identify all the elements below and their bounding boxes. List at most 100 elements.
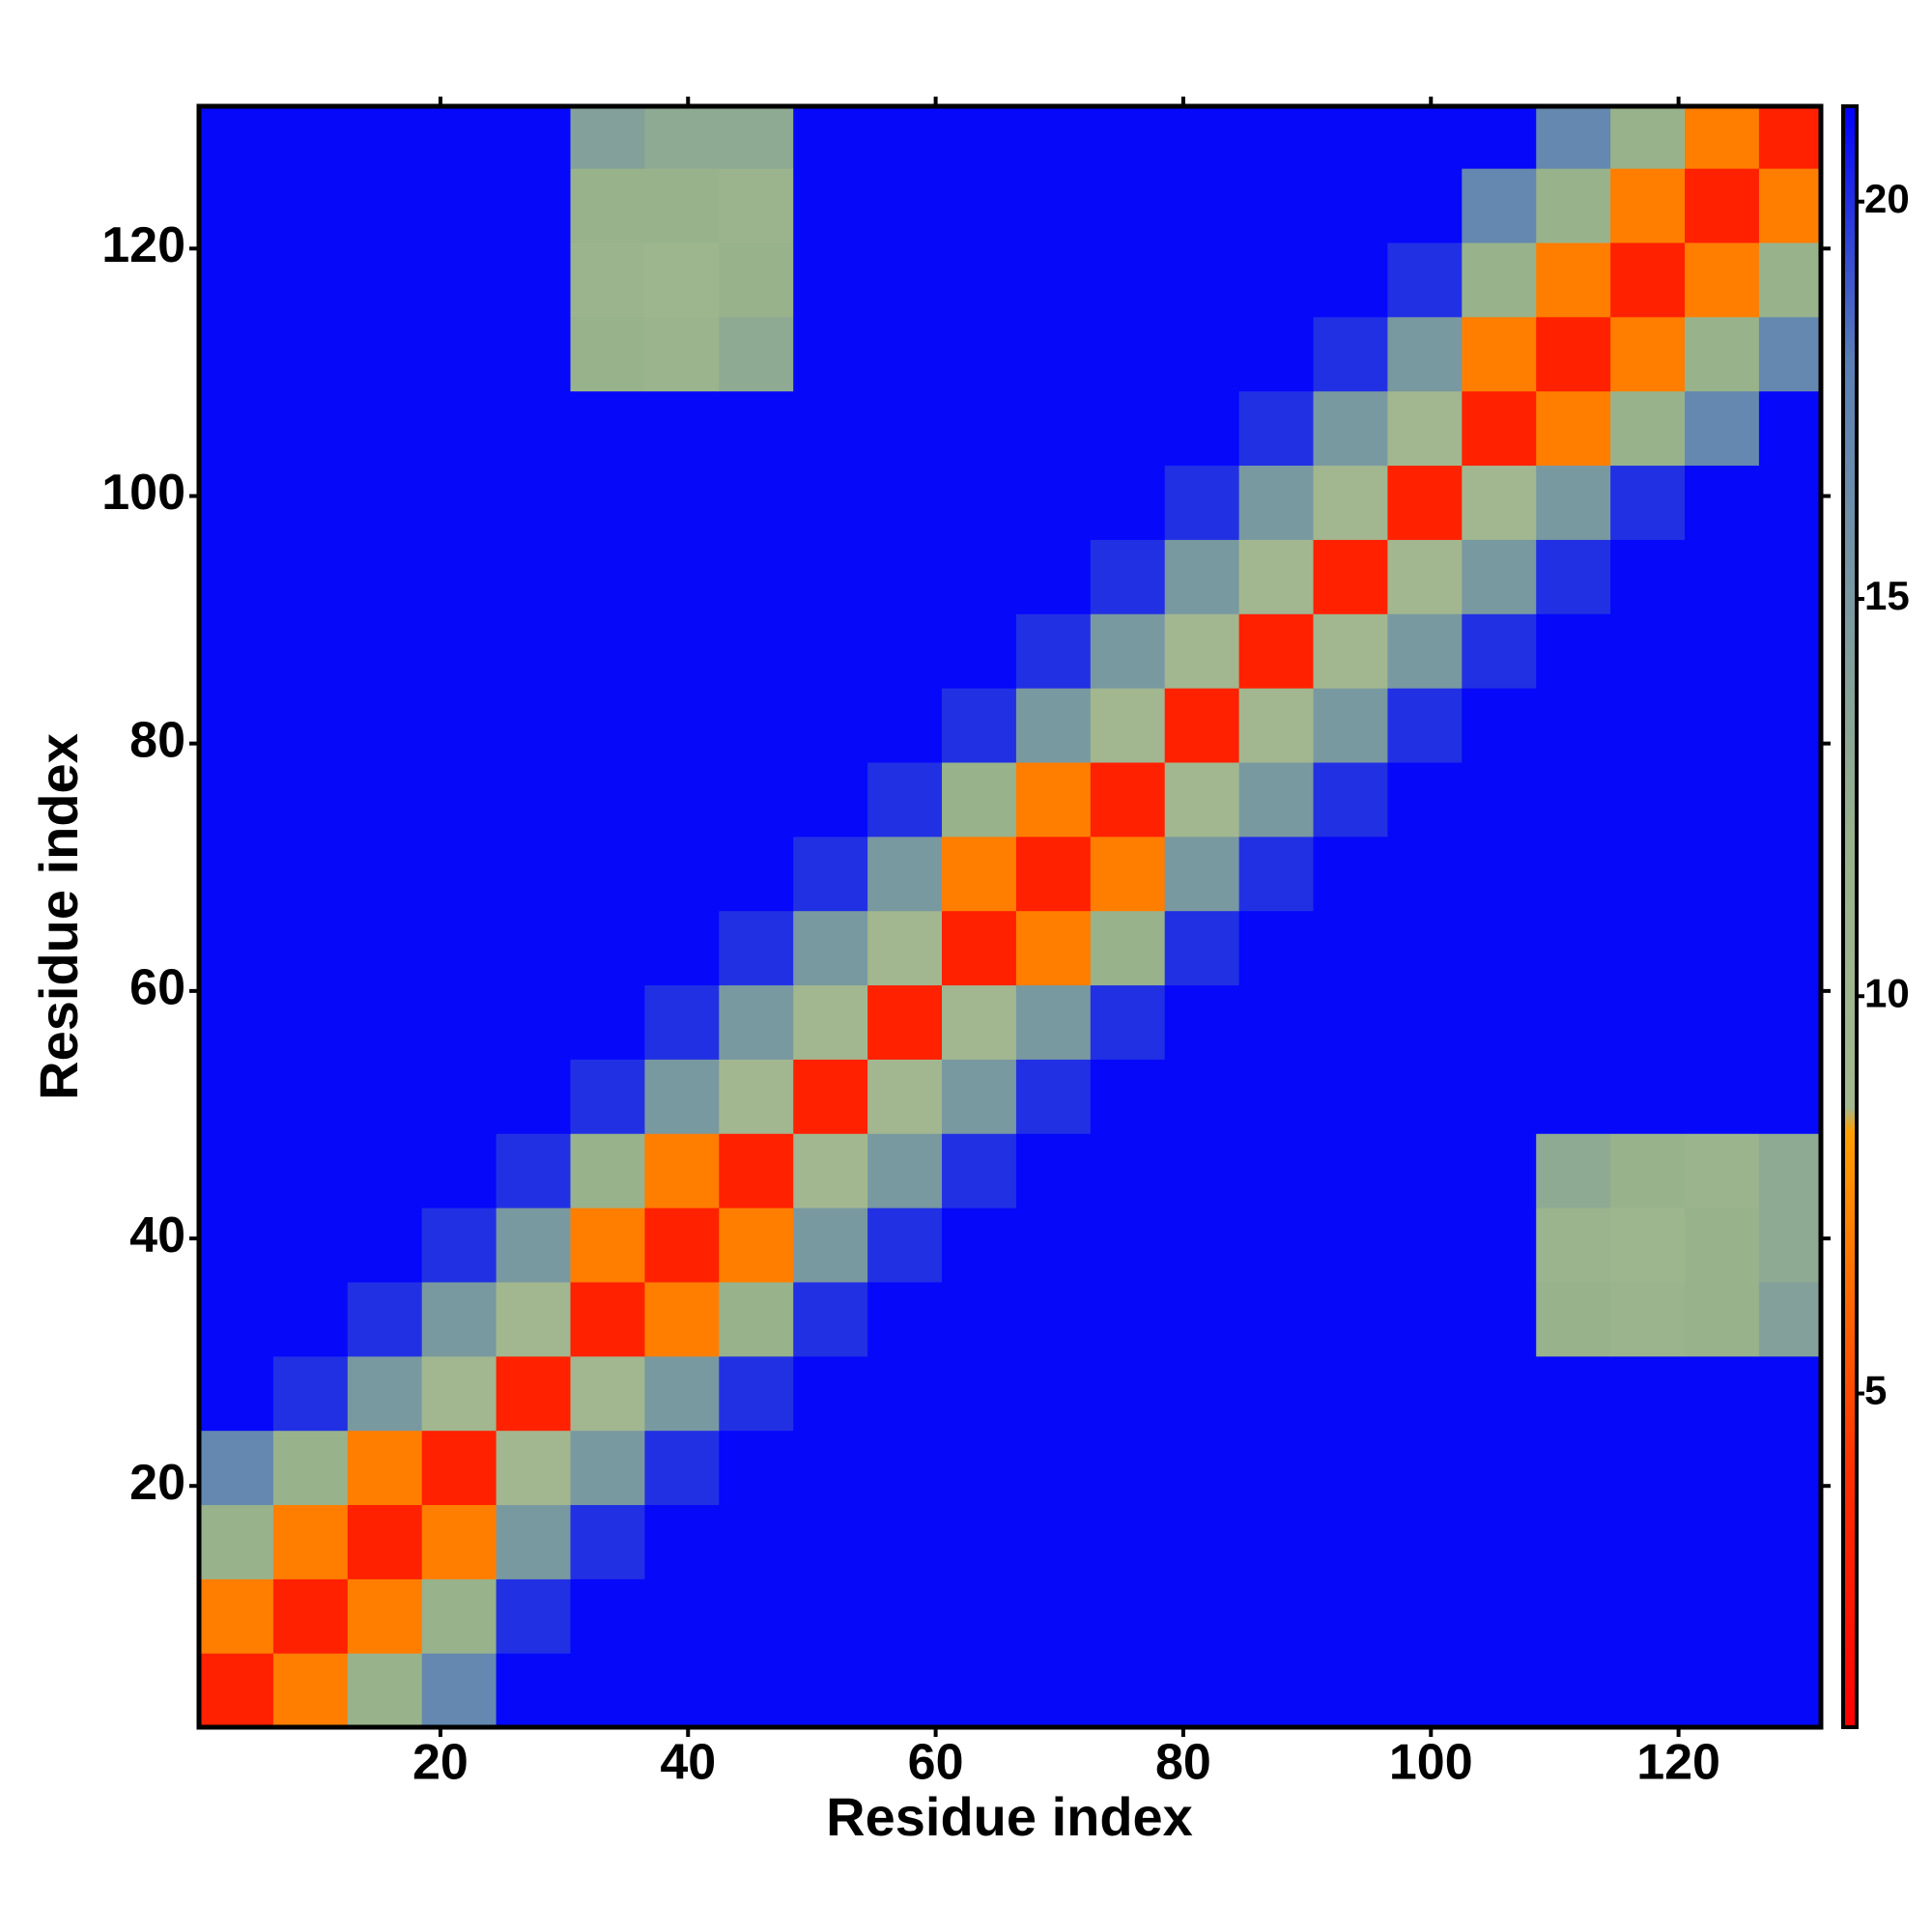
heatmap-cell bbox=[1536, 242, 1611, 318]
heatmap-cell bbox=[1536, 761, 1611, 838]
heatmap-cell bbox=[1015, 1281, 1092, 1357]
heatmap-cell bbox=[1090, 242, 1166, 318]
heatmap-cell bbox=[644, 1430, 720, 1506]
heatmap-cell bbox=[1015, 984, 1092, 1060]
heatmap-cell bbox=[1090, 910, 1166, 986]
heatmap-cell bbox=[421, 242, 497, 318]
heatmap-cell bbox=[867, 761, 943, 838]
heatmap-cell bbox=[347, 390, 423, 467]
heatmap-cell bbox=[1758, 1133, 1822, 1208]
heatmap-cell bbox=[1090, 1133, 1166, 1208]
heatmap-cell bbox=[1238, 1504, 1315, 1579]
heatmap-cell bbox=[644, 390, 720, 467]
heatmap-cell bbox=[347, 316, 423, 392]
heatmap-cell bbox=[496, 910, 572, 986]
heatmap-cell bbox=[1164, 613, 1240, 689]
heatmap-cell bbox=[1015, 1355, 1092, 1432]
heatmap-cell bbox=[1387, 390, 1463, 467]
heatmap-cell bbox=[1462, 242, 1537, 318]
heatmap-cell bbox=[1313, 1653, 1389, 1728]
heatmap-cell bbox=[199, 688, 274, 763]
heatmap-cell bbox=[793, 242, 868, 318]
heatmap-cell bbox=[421, 1281, 497, 1357]
heatmap-cell bbox=[942, 316, 1017, 392]
heatmap-cell bbox=[1685, 1281, 1760, 1357]
heatmap-cell bbox=[1536, 1430, 1611, 1506]
heatmap-cell bbox=[1090, 688, 1166, 763]
heatmap-cell bbox=[1387, 1059, 1463, 1134]
heatmap-cell bbox=[719, 106, 794, 169]
heatmap-cell bbox=[1313, 1578, 1389, 1654]
heatmap-cell bbox=[1758, 984, 1822, 1060]
heatmap-cell bbox=[199, 1578, 274, 1654]
heatmap-cell bbox=[719, 688, 794, 763]
heatmap-cell bbox=[570, 984, 646, 1060]
heatmap-cell bbox=[1238, 539, 1315, 614]
heatmap-cell bbox=[272, 242, 349, 318]
heatmap-cell bbox=[644, 539, 720, 614]
heatmap-cell bbox=[496, 1653, 572, 1728]
heatmap-cell bbox=[1164, 836, 1240, 912]
heatmap-cell bbox=[1387, 1578, 1463, 1654]
heatmap-cell bbox=[719, 1281, 794, 1357]
heatmap-cell bbox=[1610, 539, 1686, 614]
heatmap-cell bbox=[1238, 613, 1315, 689]
heatmap-cell bbox=[942, 168, 1017, 243]
heatmap-cell bbox=[1610, 1208, 1686, 1283]
heatmap-cell bbox=[1685, 613, 1760, 689]
heatmap-cell bbox=[1090, 613, 1166, 689]
heatmap-cell bbox=[1462, 688, 1537, 763]
heatmap-cell bbox=[421, 984, 497, 1060]
heatmap-cell bbox=[793, 1578, 868, 1654]
heatmap-cell bbox=[1313, 106, 1389, 169]
heatmap-cell bbox=[272, 390, 349, 467]
heatmap-cell bbox=[793, 688, 868, 763]
heatmap-cell bbox=[199, 1504, 274, 1579]
heatmap-cell bbox=[1462, 316, 1537, 392]
heatmap-cell bbox=[1164, 539, 1240, 614]
heatmap-cell bbox=[199, 613, 274, 689]
heatmap-cell bbox=[793, 984, 868, 1060]
heatmap-cell bbox=[1610, 761, 1686, 838]
heatmap-cell bbox=[570, 761, 646, 838]
heatmap-cell bbox=[347, 1355, 423, 1432]
heatmap-cell bbox=[1238, 836, 1315, 912]
heatmap-cell bbox=[1758, 613, 1822, 689]
heatmap-cell bbox=[1238, 465, 1315, 540]
heatmap-cell bbox=[1685, 910, 1760, 986]
heatmap-cell bbox=[496, 836, 572, 912]
heatmap-cell bbox=[942, 539, 1017, 614]
heatmap-cell bbox=[272, 910, 349, 986]
heatmap-cell bbox=[421, 836, 497, 912]
heatmap-cell bbox=[942, 1133, 1017, 1208]
heatmap-cell bbox=[570, 1208, 646, 1283]
heatmap-cell bbox=[199, 836, 274, 912]
heatmap-cell bbox=[1015, 539, 1092, 614]
heatmap-cell bbox=[1462, 1578, 1537, 1654]
heatmap-cell bbox=[496, 390, 572, 467]
heatmap-cell bbox=[1462, 1355, 1537, 1432]
heatmap-cell bbox=[867, 836, 943, 912]
heatmap-cell bbox=[1610, 316, 1686, 392]
heatmap-cell bbox=[347, 168, 423, 243]
heatmap-cell bbox=[421, 1653, 497, 1728]
x-tick-label: 60 bbox=[908, 1735, 964, 1791]
heatmap-cell bbox=[1015, 168, 1092, 243]
heatmap-cell bbox=[1610, 1355, 1686, 1432]
heatmap-cell bbox=[1387, 984, 1463, 1060]
heatmap-cell bbox=[1758, 1578, 1822, 1654]
heatmap-cell bbox=[1238, 761, 1315, 838]
heatmap-cell bbox=[1090, 761, 1166, 838]
heatmap-cell bbox=[644, 316, 720, 392]
heatmap-cell bbox=[644, 1653, 720, 1728]
heatmap-cell bbox=[1015, 1504, 1092, 1579]
colorbar-tick-label: 20 bbox=[1864, 176, 1910, 221]
heatmap-cell bbox=[496, 539, 572, 614]
heatmap-cell bbox=[1685, 1504, 1760, 1579]
heatmap-cell bbox=[1387, 688, 1463, 763]
heatmap-cell bbox=[1164, 390, 1240, 467]
heatmap-cell bbox=[942, 1578, 1017, 1654]
heatmap-cell bbox=[496, 316, 572, 392]
heatmap-cell bbox=[867, 106, 943, 169]
